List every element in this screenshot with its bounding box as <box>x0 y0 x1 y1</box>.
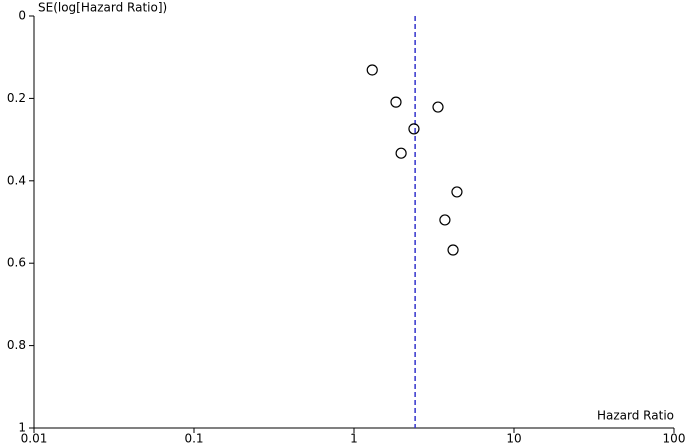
study-point <box>439 214 451 226</box>
study-point <box>366 64 378 76</box>
x-tick-label: 0.01 <box>21 432 48 446</box>
x-tick-label: 0.1 <box>184 432 203 446</box>
study-point <box>432 101 444 113</box>
y-axis-label: SE(log[Hazard Ratio]) <box>38 1 167 15</box>
study-point <box>447 244 459 256</box>
study-point <box>395 147 407 159</box>
y-tick-label: 0.6 <box>7 256 26 270</box>
x-tick-label: 10 <box>506 432 521 446</box>
y-tick-label: 0.2 <box>7 91 26 105</box>
x-axis-label: Hazard Ratio <box>597 409 674 423</box>
y-tick-label: 0.8 <box>7 338 26 352</box>
x-tick-label: 1 <box>350 432 358 446</box>
y-tick-label: 0.4 <box>7 173 26 187</box>
y-tick-label: 0 <box>18 9 26 23</box>
x-tick-label: 100 <box>663 432 686 446</box>
study-point <box>390 96 402 108</box>
y-tick-label: 1 <box>18 421 26 435</box>
study-point <box>408 123 420 135</box>
study-point <box>451 186 463 198</box>
